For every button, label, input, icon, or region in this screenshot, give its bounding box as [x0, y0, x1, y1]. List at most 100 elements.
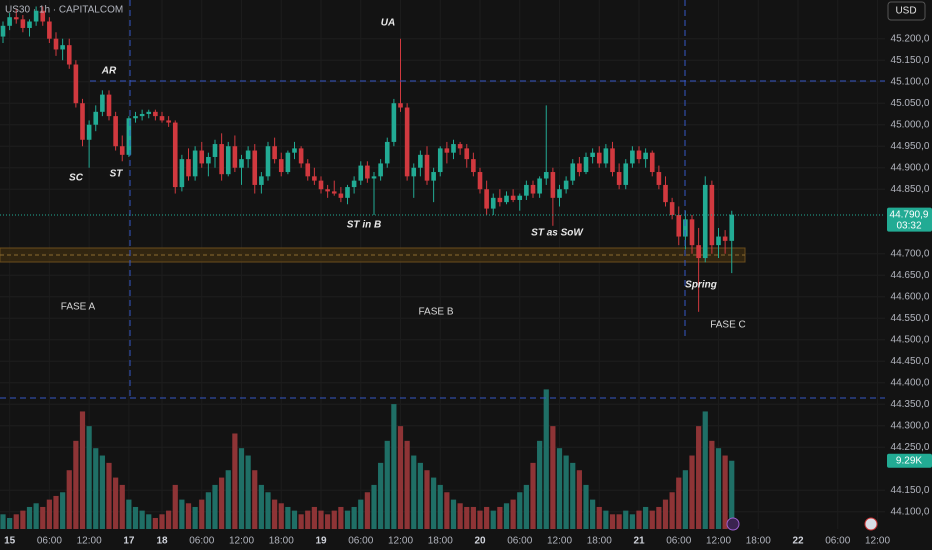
volume-bar	[33, 503, 39, 529]
volume-bar	[73, 440, 79, 529]
candle-body	[451, 144, 456, 153]
candle-body	[577, 163, 582, 173]
candle-body	[603, 148, 609, 164]
volume-bar	[86, 426, 92, 529]
candle-body	[696, 245, 701, 259]
volume-bar	[590, 499, 596, 529]
volume-bar	[477, 510, 483, 529]
annotations: SC ST AR UA ST in B ST as SoW Spring FASE A FASE…	[61, 18, 746, 331]
candle-body	[139, 113, 145, 117]
event-label: SC	[69, 173, 84, 184]
candle-body	[179, 159, 185, 188]
x-tick-label: 18:00	[428, 536, 453, 547]
volume-bar	[662, 499, 669, 529]
volume-bar	[523, 484, 529, 529]
event-icon[interactable]	[726, 517, 740, 531]
countdown: 03:32	[896, 220, 921, 231]
chart-title: US30 · 1h · CAPITALCOM	[5, 5, 123, 16]
candle-body	[259, 176, 264, 185]
last-price-tag	[887, 207, 932, 232]
candle-body	[27, 21, 32, 28]
volume-bar	[272, 499, 278, 529]
volume-bar	[643, 506, 649, 529]
candle-body	[33, 10, 39, 22]
volume-bar	[238, 448, 245, 529]
x-tick-label: 21	[633, 536, 645, 547]
volume-bar	[384, 440, 390, 529]
y-tick-label: 44.400,0	[891, 377, 930, 388]
candle-body	[378, 163, 383, 177]
candle-body	[444, 148, 450, 153]
flag-icon[interactable]	[864, 517, 878, 531]
y-tick-label: 44.650,0	[891, 270, 930, 281]
volume-bar	[46, 499, 52, 529]
candle-body	[53, 38, 59, 50]
volume-bar	[13, 514, 19, 529]
currency-button[interactable]	[887, 1, 926, 21]
candle-body	[331, 191, 337, 194]
candle-body	[166, 120, 171, 123]
volume-bar	[404, 440, 410, 529]
candle-body	[524, 184, 529, 196]
candle-body	[550, 172, 556, 198]
y-tick-label: 44.450,0	[891, 356, 930, 367]
volume-bar	[424, 470, 430, 529]
candle-body	[570, 163, 576, 181]
candle-body	[391, 103, 397, 142]
phase-label: FASE C	[710, 320, 746, 331]
volume-bar	[464, 506, 470, 529]
volume-bar	[119, 484, 125, 529]
volume-bar	[378, 462, 384, 529]
volume-pane	[0, 389, 735, 529]
candle-body	[683, 219, 688, 237]
volume-bar	[530, 462, 536, 529]
candle-body	[80, 103, 85, 140]
event-label: UA	[381, 18, 395, 29]
candle-body	[146, 111, 152, 114]
volume-bar	[132, 506, 139, 529]
volume-bar	[298, 514, 304, 529]
volume-bar	[245, 455, 251, 529]
volume-bar	[358, 499, 364, 529]
volume-bar	[205, 492, 211, 529]
event-label: Spring	[685, 280, 717, 291]
volume-bar	[126, 499, 132, 529]
candle-body	[424, 154, 430, 181]
candle-body	[345, 187, 350, 198]
candle-body	[457, 144, 463, 149]
y-tick-label: 44.350,0	[891, 399, 930, 410]
y-tick-label: 44.950,0	[891, 141, 930, 152]
x-tick-label: 18	[156, 536, 168, 547]
grid	[0, 38, 885, 513]
candle-body	[325, 189, 330, 192]
x-tick-label: 06:00	[825, 536, 850, 547]
candle-body	[219, 144, 224, 175]
volume-bar	[60, 492, 66, 529]
volume-bar	[556, 448, 563, 529]
candle-body	[689, 219, 695, 246]
candle-body	[716, 236, 721, 246]
volume-bar	[99, 455, 105, 529]
volume-bar	[344, 510, 351, 529]
candle-body	[245, 150, 251, 160]
candle-body	[663, 184, 668, 203]
candle-body	[172, 122, 178, 188]
event-label: ST in B	[347, 220, 381, 231]
y-tick-label: 45.050,0	[891, 98, 930, 109]
volume-bar	[53, 495, 59, 529]
volume-bar	[172, 484, 178, 529]
volume-bar	[26, 506, 33, 529]
candle-body	[159, 116, 165, 121]
volume-bar	[0, 514, 6, 529]
volume-bar	[715, 448, 722, 529]
volume-bar	[199, 499, 205, 529]
x-tick-label: 20	[474, 536, 486, 547]
volume-bar	[258, 484, 264, 529]
candle-body	[404, 107, 410, 177]
currency-label[interactable]: USD	[895, 6, 916, 17]
candle-body	[471, 159, 476, 173]
volume-bar	[517, 492, 523, 529]
y-tick-label: 45.150,0	[891, 55, 930, 66]
volume-bar	[503, 503, 510, 529]
